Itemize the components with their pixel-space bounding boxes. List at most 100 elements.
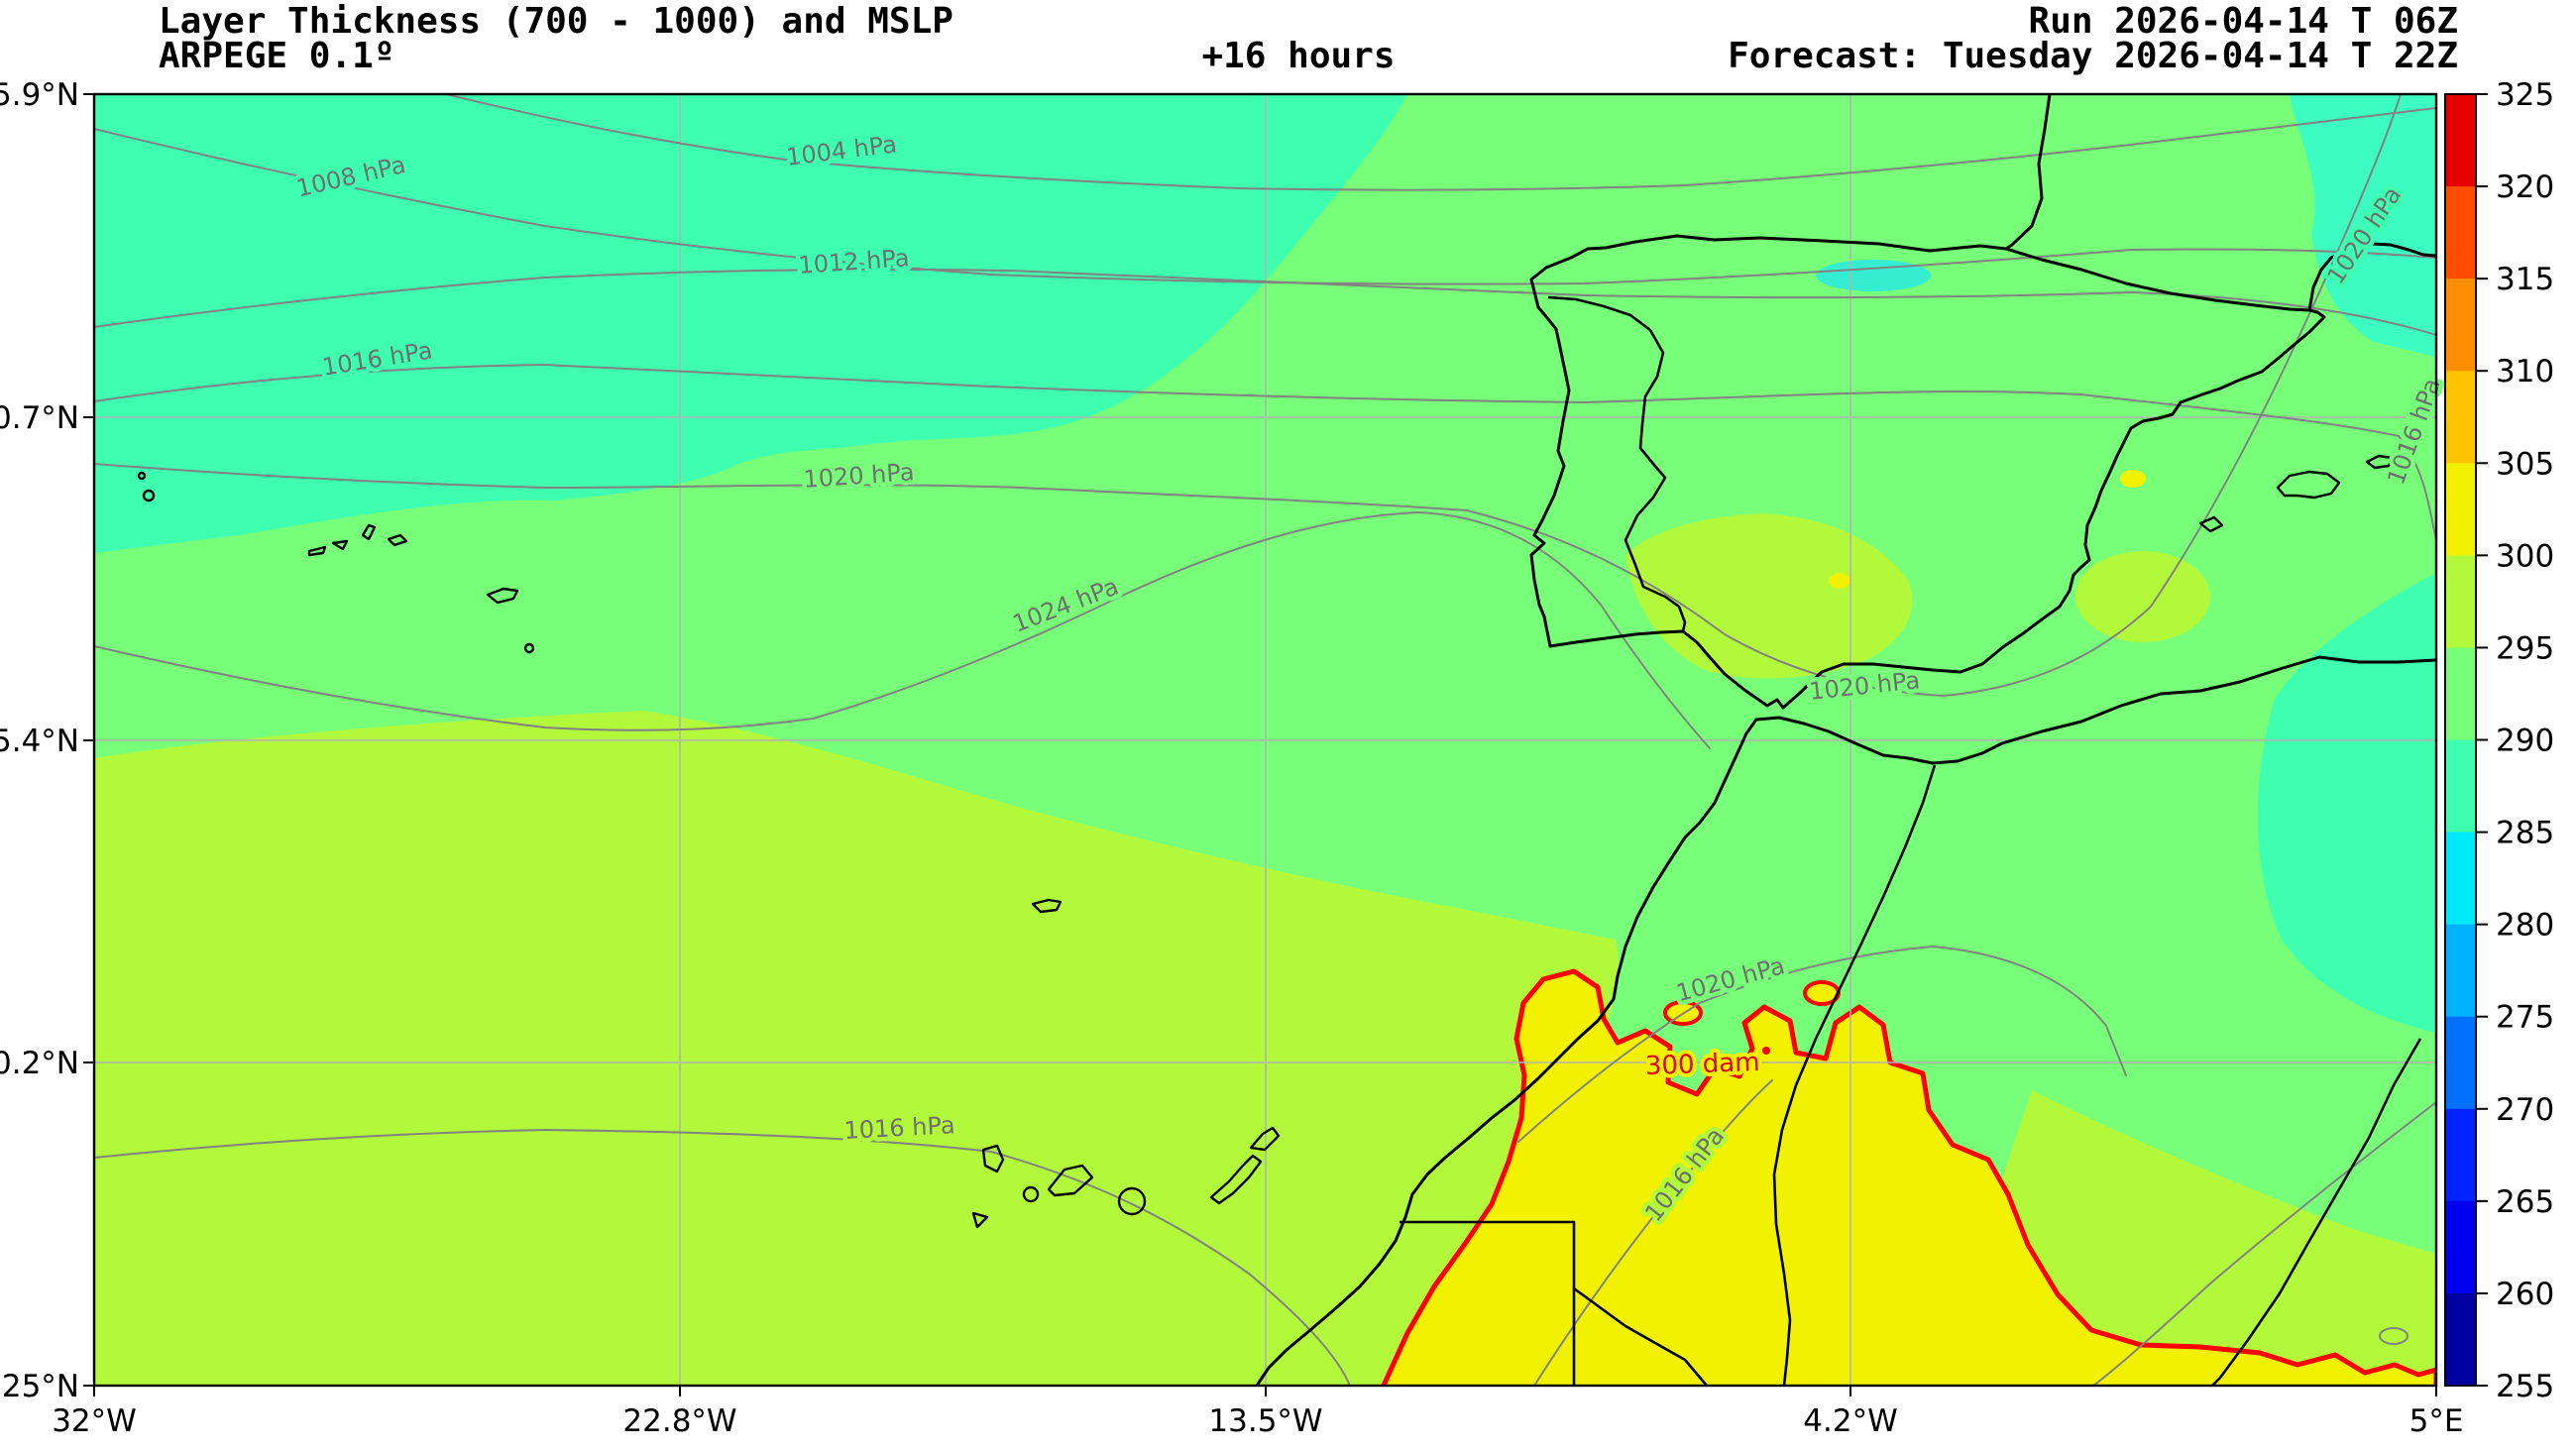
colorbar-tick-label-285: 285 — [2496, 816, 2554, 851]
island-azores-smiguel — [486, 587, 519, 605]
island-azores-terceira — [387, 533, 408, 547]
border-western-sahara-diag — [1573, 1286, 1708, 1386]
colorbar-segment-310-315 — [2445, 279, 2476, 372]
border-western-sahara-step — [1400, 1220, 1576, 1386]
colorbar-segment-290-295 — [2445, 647, 2476, 741]
isobar-1024 — [94, 511, 1711, 749]
border-algeria-south — [2211, 1038, 2422, 1386]
band-yellowgreen-southwest — [94, 711, 1784, 1386]
island-lanzarote — [1249, 1126, 1281, 1152]
isobar-small-closed — [2379, 1327, 2408, 1345]
colorbar-tick-label-255: 255 — [2496, 1369, 2554, 1404]
island-el-hierro — [971, 1211, 989, 1229]
colorbar-tick-label-315: 315 — [2496, 262, 2554, 297]
colorbar-segment-275-280 — [2445, 924, 2476, 1018]
island-azores-pico — [331, 539, 349, 551]
yellow-spot-catalonia — [2120, 470, 2146, 488]
colorbar-segment-285-290 — [2445, 739, 2476, 834]
axis-ticks: 45.9°N 40.7°N 35.4°N 30.2°N 25°N32°W 22.8°W 13… — [0, 77, 2463, 1439]
forecast-label: Forecast: Tuesday 2026-04-14 T 22Z — [1728, 36, 2458, 76]
colorbar-segment-270-275 — [2445, 1016, 2476, 1110]
x-tick-label-3: 4.2°W — [1803, 1403, 1897, 1439]
colorbar-tick-label-300: 300 — [2496, 538, 2554, 574]
colorbar-tick-label-305: 305 — [2496, 446, 2554, 482]
isobar-lines — [94, 94, 2436, 1386]
x-tick-label-0: 32°W — [52, 1403, 137, 1439]
colorbar-segment-305-310 — [2445, 371, 2476, 464]
island-azores-faial — [307, 545, 327, 557]
colorbar-segment-315-320 — [2445, 186, 2476, 279]
border-pyrenees — [2004, 247, 2311, 312]
island-la-palma — [981, 1144, 1005, 1173]
x-tick-label-1: 22.8°W — [622, 1403, 736, 1439]
island-tenerife — [1047, 1164, 1094, 1197]
band-mint-top-right — [2290, 94, 2436, 357]
colorbar: 325 320 315 310 305 300 295 290 285 280 275 270 265 2… — [2444, 77, 2554, 1404]
lead-time-label: +16 hours — [1201, 36, 1395, 76]
border-portugal-spain — [1547, 295, 1687, 632]
island-fuerteventura — [1209, 1154, 1263, 1205]
colorbar-tick-label-260: 260 — [2496, 1277, 2554, 1312]
colorbar-segment-300-305 — [2445, 463, 2476, 556]
y-tick-label-2: 35.4°N — [0, 724, 79, 759]
colorbar-tick-label-275: 275 — [2496, 1000, 2554, 1036]
colorbar-tick-label-290: 290 — [2496, 724, 2554, 759]
isobar-1020 — [94, 94, 2402, 697]
colorbar-segment-260-265 — [2445, 1200, 2476, 1294]
y-tick-label-4: 25°N — [2, 1369, 79, 1404]
island-ibiza — [2198, 515, 2224, 533]
coastlines — [137, 94, 2436, 1386]
isobar-1012 — [94, 268, 2436, 336]
island-menorca — [2365, 454, 2395, 470]
colorbar-tick-label-310: 310 — [2496, 354, 2554, 390]
yellow-spot-andalucia — [1829, 573, 1850, 589]
colorbar-segment-255-260 — [2445, 1292, 2476, 1387]
isobar-1016-morocco — [1533, 1079, 1773, 1386]
island-gomera — [1022, 1185, 1040, 1203]
red-dot — [1762, 1047, 1770, 1055]
y-tick-label-1: 40.7°N — [0, 400, 79, 436]
colorbar-tick-label-295: 295 — [2496, 630, 2554, 666]
y-tick-label-3: 30.2°N — [0, 1046, 79, 1081]
coast-iberia-france — [1529, 94, 2436, 710]
y-tick-label-0: 45.9°N — [0, 77, 79, 113]
island-mallorca — [2276, 470, 2341, 500]
colorbar-tick-label-325: 325 — [2496, 77, 2554, 113]
colorbar-tick-label-265: 265 — [2496, 1184, 2554, 1220]
isobar-1016 — [94, 364, 2436, 541]
coast-north-africa — [1255, 655, 2436, 1386]
band-yellowgreen-spain — [1625, 513, 1913, 679]
isobar-1004 — [445, 94, 2436, 191]
run-label: Run 2026-04-14 T 06Z — [2029, 1, 2458, 42]
island-gran-canaria — [1117, 1186, 1147, 1216]
x-tick-label-2: 13.5°W — [1208, 1403, 1322, 1439]
band-mint-top-left — [94, 94, 1407, 553]
colorbar-segment-280-285 — [2445, 832, 2476, 926]
isobar-southeast — [2092, 1101, 2436, 1386]
x-tick-label-4: 5°E — [2409, 1403, 2464, 1439]
band-yellow-africa — [1381, 968, 2436, 1386]
isobar-label-9: 1016 hPa — [843, 1111, 955, 1145]
model-label: ARPEGE 0.1º — [159, 36, 394, 76]
colorbar-segment-320-325 — [2445, 94, 2476, 187]
colorbar-tick-label-320: 320 — [2496, 169, 2554, 205]
figure-title: Layer Thickness (700 - 1000) and MSLP — [159, 1, 953, 42]
island-madeira — [1031, 898, 1063, 914]
colorbar-tick-label-280: 280 — [2496, 908, 2554, 944]
band-mint-biscay-patch — [1816, 260, 1931, 291]
island-azores-corvo — [137, 471, 147, 481]
thickness-contour-label: 300 dam — [1644, 1048, 1760, 1081]
island-azores-flores — [142, 489, 156, 503]
band-yellowgreen-valencia — [2075, 551, 2210, 642]
isobar-1016-south — [94, 1129, 1351, 1386]
isobar-1020-morocco — [1517, 946, 2127, 1143]
colorbar-segment-265-270 — [2445, 1108, 2476, 1202]
island-azores-smaria — [523, 642, 535, 654]
border-morocco-algeria — [1772, 764, 1937, 1386]
colorbar-tick-label-270: 270 — [2496, 1092, 2554, 1128]
band-mint-mediterranean — [2257, 573, 2436, 1033]
island-azores-sjorge — [361, 523, 377, 541]
colorbar-segment-295-300 — [2445, 555, 2476, 649]
